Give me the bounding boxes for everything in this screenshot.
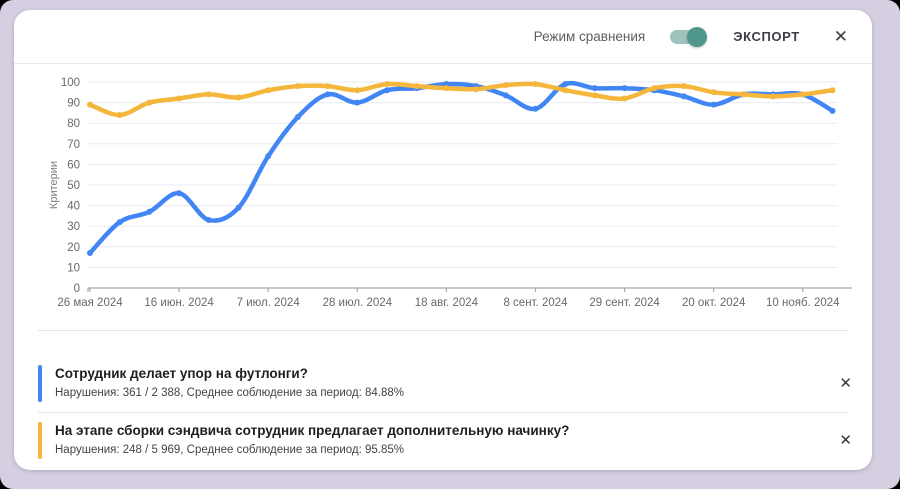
- report-card: Режим сравнения ЭКСПОРТ ✕ 0 10 20 30 40 50 60 7…: [14, 10, 872, 470]
- export-button[interactable]: ЭКСПОРТ: [729, 23, 804, 50]
- compare-mode-label: Режим сравнения: [533, 29, 646, 44]
- question-title: На этапе сборки сэндвича сотрудник предл…: [55, 423, 570, 438]
- svg-text:7 июл. 2024: 7 июл. 2024: [237, 297, 301, 309]
- toggle-knob-icon: [687, 26, 708, 47]
- svg-text:28 июл. 2024: 28 июл. 2024: [323, 297, 393, 309]
- svg-text:20 окт. 2024: 20 окт. 2024: [682, 297, 746, 309]
- question-row: На этапе сборки сэндвича сотрудник предл…: [38, 414, 860, 466]
- chart-svg: 0 10 20 30 40 50 60 70 80 90 100 26 мая 2024 16 июн.…: [48, 77, 852, 309]
- row-divider: [38, 412, 848, 413]
- svg-text:Критерии: Критерии: [48, 161, 60, 209]
- question-color-bar: [38, 364, 42, 402]
- svg-text:100: 100: [61, 77, 80, 89]
- question-stats: Нарушения: 248 / 5 969, Среднее соблюден…: [55, 444, 405, 456]
- svg-text:80: 80: [67, 118, 80, 130]
- section-divider: [38, 330, 848, 331]
- svg-text:10 нояб. 2024: 10 нояб. 2024: [766, 297, 840, 309]
- question-stats: Нарушения: 361 / 2 388, Среднее соблюден…: [55, 387, 405, 399]
- compare-mode-toggle[interactable]: [669, 26, 708, 47]
- svg-text:60: 60: [67, 159, 80, 171]
- question-row: Сотрудник делает упор на футлонги? Наруш…: [38, 357, 860, 409]
- svg-text:30: 30: [67, 221, 80, 233]
- svg-text:0: 0: [74, 283, 80, 295]
- svg-text:29 сент. 2024: 29 сент. 2024: [589, 297, 660, 309]
- svg-text:10: 10: [67, 262, 80, 274]
- svg-text:40: 40: [67, 201, 80, 213]
- svg-text:70: 70: [67, 139, 80, 151]
- criteria-line-chart: 0 10 20 30 40 50 60 70 80 90 100 26 мая 2024 16 июн.…: [14, 66, 872, 318]
- question-title: Сотрудник делает упор на футлонги?: [55, 366, 308, 381]
- svg-text:16 июн. 2024: 16 июн. 2024: [144, 297, 214, 309]
- close-question-icon[interactable]: ✕: [839, 374, 852, 392]
- svg-text:50: 50: [67, 180, 80, 192]
- svg-text:20: 20: [67, 242, 80, 254]
- svg-text:18 авг. 2024: 18 авг. 2024: [415, 297, 479, 309]
- svg-text:26 мая 2024: 26 мая 2024: [57, 297, 123, 309]
- svg-text:90: 90: [67, 98, 80, 110]
- card-header: Режим сравнения ЭКСПОРТ ✕: [14, 10, 872, 64]
- svg-text:8 сент. 2024: 8 сент. 2024: [503, 297, 568, 309]
- question-color-bar: [38, 421, 42, 459]
- close-question-icon[interactable]: ✕: [839, 431, 852, 449]
- close-icon[interactable]: ✕: [833, 27, 848, 46]
